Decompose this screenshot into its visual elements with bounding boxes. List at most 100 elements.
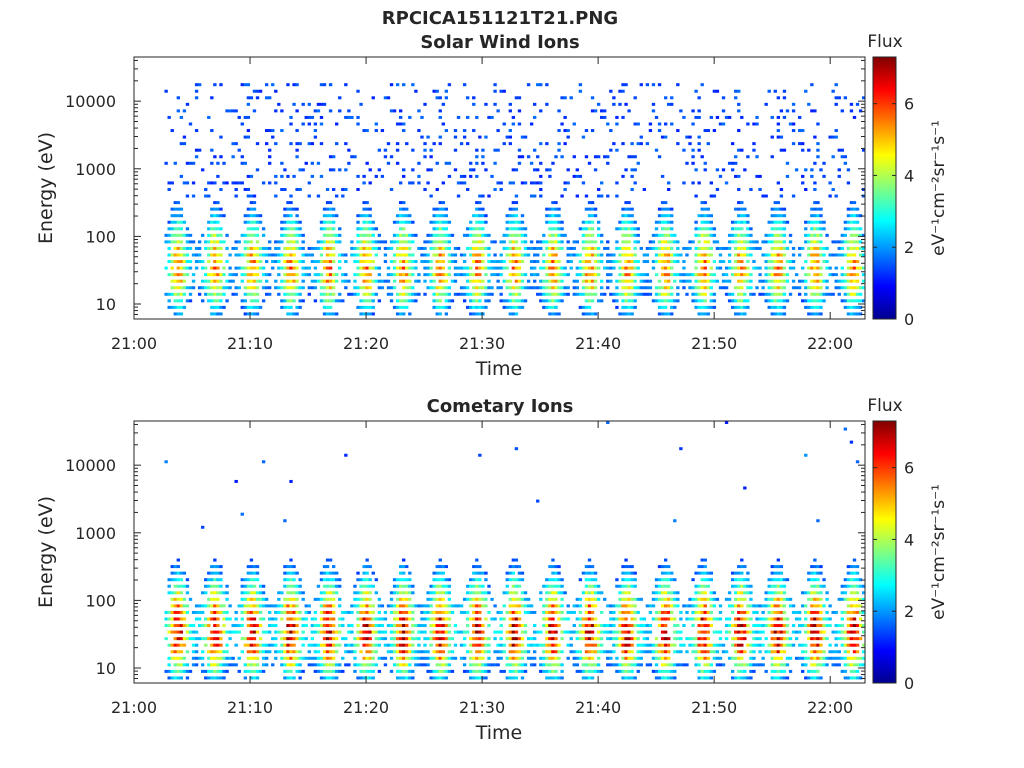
- heatmap-cell: [743, 246, 747, 250]
- heatmap-cell: [603, 292, 607, 296]
- heatmap-cell: [737, 253, 741, 257]
- heatmap-cell: [724, 266, 729, 270]
- heatmap-cell: [587, 565, 592, 569]
- heatmap-cell: [511, 286, 516, 290]
- heatmap-cell: [721, 246, 726, 250]
- heatmap-cell: [350, 650, 354, 654]
- heatmap-cell: [776, 253, 781, 257]
- heatmap-cell: [268, 181, 272, 185]
- heatmap-cell: [484, 246, 488, 250]
- heatmap-cell: [609, 89, 613, 93]
- heatmap-cell: [313, 610, 318, 614]
- heatmap-cell: [341, 610, 345, 614]
- heatmap-cell: [469, 253, 473, 257]
- heatmap-cell: [590, 312, 595, 316]
- heatmap-cell: [213, 584, 217, 588]
- heatmap-cell: [630, 253, 634, 257]
- heatmap-cell: [529, 286, 534, 290]
- heatmap-cell: [368, 220, 372, 224]
- heatmap-cell: [316, 161, 321, 165]
- heatmap-cell: [271, 637, 275, 641]
- heatmap-cell: [322, 214, 327, 218]
- heatmap-cell: [746, 273, 750, 277]
- heatmap-cell: [444, 89, 449, 93]
- heatmap-cell: [322, 312, 327, 316]
- heatmap-cell: [295, 246, 299, 250]
- heatmap-cell: [794, 286, 799, 290]
- heatmap-cell: [536, 83, 540, 87]
- heatmap-cell: [840, 253, 844, 257]
- heatmap-cell: [207, 194, 211, 198]
- heatmap-cell: [578, 174, 583, 178]
- heatmap-cell: [185, 273, 190, 277]
- heatmap-cell: [219, 669, 223, 673]
- heatmap-cell: [356, 115, 360, 119]
- heatmap-cell: [746, 279, 750, 283]
- heatmap-cell: [514, 447, 519, 451]
- heatmap-cell: [475, 624, 479, 628]
- heatmap-cell: [210, 148, 214, 152]
- heatmap-cell: [286, 637, 290, 641]
- heatmap-cell: [462, 643, 467, 647]
- heatmap-cell: [858, 109, 863, 113]
- heatmap-cell: [691, 273, 695, 277]
- heatmap-cell: [618, 246, 622, 250]
- heatmap-cell: [487, 260, 491, 264]
- heatmap-cell: [185, 637, 190, 641]
- heatmap-cell: [286, 630, 290, 634]
- heatmap-cell: [365, 273, 369, 277]
- heatmap-cell: [395, 83, 400, 87]
- heatmap-cell: [557, 292, 561, 296]
- heatmap-cell: [581, 663, 586, 667]
- heatmap-cell: [490, 115, 494, 119]
- heatmap-cell: [505, 591, 509, 595]
- heatmap-cell: [338, 663, 342, 667]
- heatmap-cell: [194, 129, 199, 133]
- heatmap-cell: [609, 129, 613, 133]
- heatmap-cell: [557, 565, 561, 569]
- heatmap-cell: [313, 299, 318, 303]
- heatmap-cell: [283, 565, 287, 569]
- heatmap-cell: [648, 286, 653, 290]
- heatmap-cell: [328, 279, 333, 283]
- heatmap-cell: [304, 656, 308, 660]
- heatmap-cell: [252, 214, 257, 218]
- heatmap-cell: [575, 253, 579, 257]
- heatmap-cell: [737, 214, 741, 218]
- heatmap-cell: [630, 279, 634, 283]
- heatmap-cell: [170, 656, 174, 660]
- heatmap-cell: [264, 604, 269, 608]
- heatmap-cell: [740, 299, 744, 303]
- heatmap-cell: [831, 135, 835, 139]
- heatmap-cell: [578, 637, 583, 641]
- heatmap-cell: [615, 584, 619, 588]
- heatmap-cell: [709, 214, 714, 218]
- heatmap-cell: [216, 663, 220, 667]
- heatmap-cell: [466, 115, 470, 119]
- heatmap-cell: [289, 233, 293, 237]
- heatmap-cell: [280, 630, 284, 634]
- heatmap-cell: [785, 161, 790, 165]
- heatmap-cell: [283, 299, 287, 303]
- heatmap-cell: [377, 273, 382, 277]
- heatmap-cell: [782, 115, 787, 119]
- heatmap-cell: [283, 519, 287, 523]
- heatmap-cell: [813, 207, 817, 211]
- heatmap-cell: [517, 109, 522, 113]
- heatmap-cell: [207, 597, 211, 601]
- heatmap-cell: [481, 240, 485, 244]
- heatmap-cell: [837, 168, 841, 172]
- heatmap-cell: [438, 279, 442, 283]
- heatmap-cell: [438, 260, 442, 264]
- heatmap-cell: [813, 292, 817, 296]
- heatmap-cell: [325, 578, 330, 582]
- heatmap-cell: [319, 299, 324, 303]
- heatmap-cell: [676, 299, 680, 303]
- heatmap-cell: [277, 102, 281, 106]
- heatmap-cell: [411, 168, 415, 172]
- heatmap-cell: [408, 578, 412, 582]
- heatmap-cell: [368, 663, 372, 667]
- heatmap-cell: [374, 624, 378, 628]
- heatmap-cell: [283, 233, 287, 237]
- heatmap-cell: [551, 161, 555, 165]
